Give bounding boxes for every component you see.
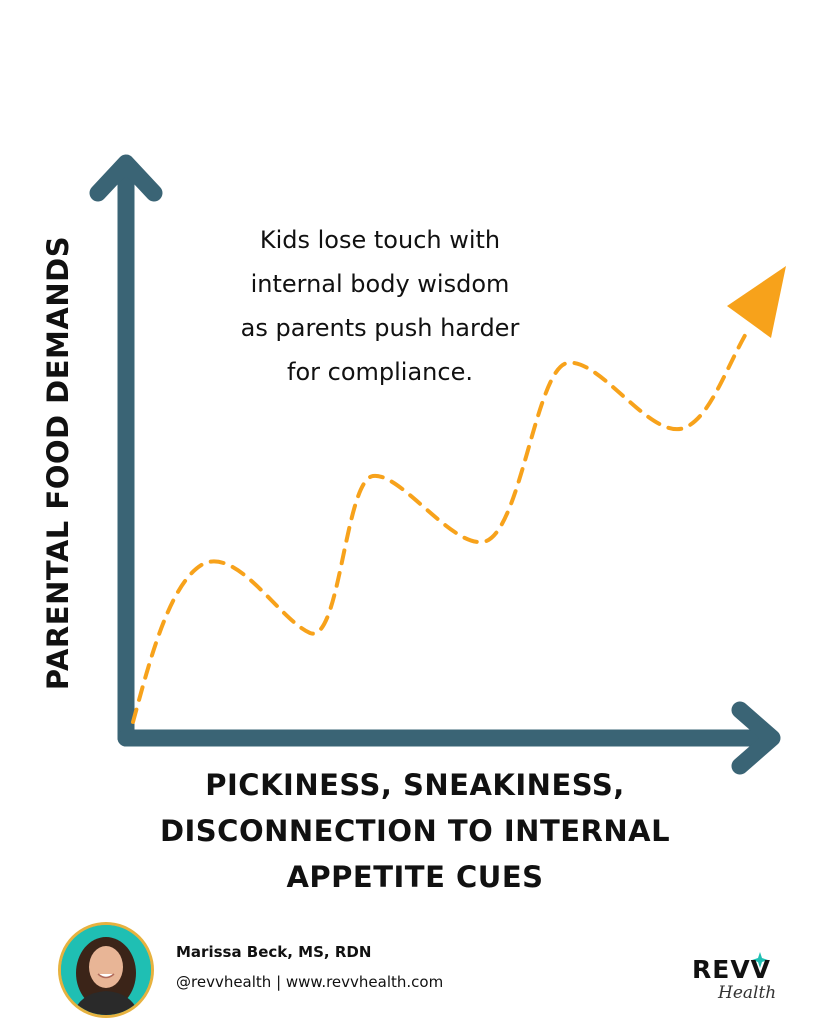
logo-wordmark: REVV xyxy=(692,955,772,984)
author-contact: @revvhealth | www.revvhealth.com xyxy=(176,973,444,991)
annotation-line: as parents push harder xyxy=(240,314,520,342)
x-axis-label: PICKINESS, SNEAKINESS, DISCONNECTION TO … xyxy=(120,762,710,900)
y-axis xyxy=(89,154,163,747)
annotation-line: Kids lose touch with xyxy=(259,226,501,254)
x-axis-label-line: PICKINESS, SNEAKINESS, xyxy=(205,768,625,802)
logo-subtext: Health xyxy=(718,983,777,1003)
trend-arrowhead-icon xyxy=(727,266,786,338)
author-name: Marissa Beck, MS, RDN xyxy=(176,943,372,961)
x-axis-label-line: APPETITE CUES xyxy=(286,860,544,894)
trend-line xyxy=(131,328,750,724)
annotation-line: for compliance. xyxy=(287,358,473,386)
logo-sparkle-icon xyxy=(752,952,768,968)
x-axis xyxy=(117,701,781,775)
brand-logo: REVV Health xyxy=(692,955,792,1007)
author-avatar xyxy=(58,922,154,1018)
x-axis-arrowhead-icon xyxy=(731,701,781,775)
y-axis-label: PARENTAL FOOD DEMANDS xyxy=(41,235,75,691)
annotation-text: Kids lose touch with internal body wisdo… xyxy=(195,218,565,394)
annotation-line: internal body wisdom xyxy=(250,270,510,298)
avatar-portrait-icon xyxy=(61,925,151,1015)
y-axis-arrowhead-icon xyxy=(89,154,163,202)
x-axis-label-line: DISCONNECTION TO INTERNAL xyxy=(159,814,671,848)
